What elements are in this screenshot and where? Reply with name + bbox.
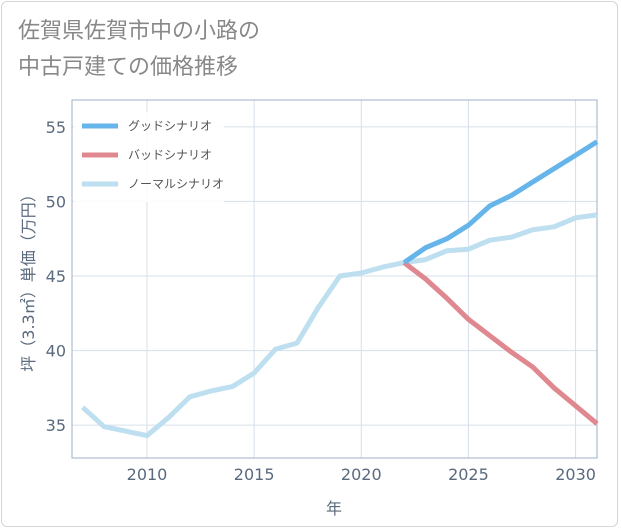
series-lines [81, 139, 599, 439]
y-axis-ticks: 35 40 45 50 55 [46, 118, 66, 435]
legend-label: ノーマルシナリオ [128, 177, 224, 191]
plot-area [71, 99, 598, 459]
grid-lines [72, 100, 597, 458]
legend-label: バッドシナリオ [128, 148, 212, 162]
chart-title-line-2: 中古戸建ての価格推移 [18, 55, 239, 80]
x-tick-label: 2010 [127, 465, 168, 484]
y-tick-label: 35 [46, 416, 66, 435]
x-tick-label: 2025 [448, 465, 489, 484]
y-tick-label: 40 [46, 342, 66, 361]
x-tick-label: 2030 [555, 465, 596, 484]
series-line-1 [402, 260, 599, 426]
x-tick-label: 2015 [234, 465, 275, 484]
legend-label: グッドシナリオ [128, 119, 212, 133]
y-axis-title: 坪（3.3㎡）単価（万円） [19, 186, 38, 371]
x-tick-label: 2020 [341, 465, 382, 484]
x-axis-title: 年 [326, 499, 342, 518]
y-tick-label: 45 [46, 267, 66, 286]
chart-title: 佐賀県佐賀市中の小路の 中古戸建ての価格推移 [18, 14, 260, 86]
series-line-2 [81, 212, 598, 439]
y-tick-label: 50 [46, 192, 66, 211]
y-tick-label: 55 [46, 118, 66, 137]
series-line-0 [402, 139, 599, 265]
x-axis-ticks: 2010 2015 2020 2025 2030 [127, 465, 596, 484]
chart-title-line-1: 佐賀県佐賀市中の小路の [18, 19, 261, 44]
